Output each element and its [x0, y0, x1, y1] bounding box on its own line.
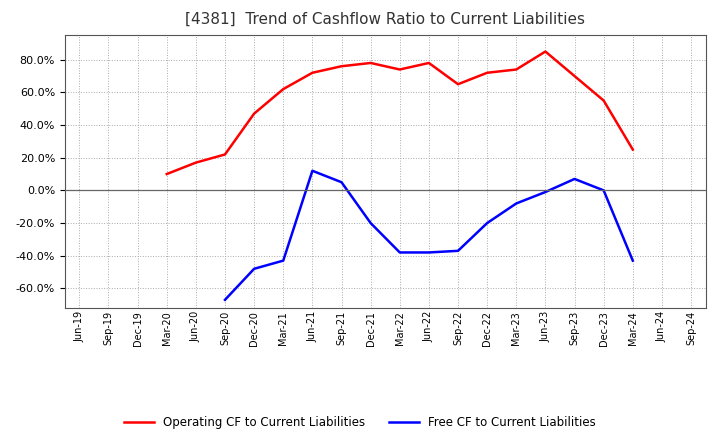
Free CF to Current Liabilities [483, 220, 492, 226]
Operating CF to Current Liabilities [337, 64, 346, 69]
Operating CF to Current Liabilities [599, 98, 608, 103]
Free CF to Current Liabilities [454, 248, 462, 253]
Operating CF to Current Liabilities [570, 73, 579, 79]
Operating CF to Current Liabilities [454, 81, 462, 87]
Free CF to Current Liabilities [629, 258, 637, 263]
Free CF to Current Liabilities [366, 220, 375, 226]
Free CF to Current Liabilities [570, 176, 579, 182]
Free CF to Current Liabilities [308, 168, 317, 173]
Operating CF to Current Liabilities [512, 67, 521, 72]
Free CF to Current Liabilities [512, 201, 521, 206]
Operating CF to Current Liabilities [279, 87, 287, 92]
Operating CF to Current Liabilities [250, 111, 258, 116]
Operating CF to Current Liabilities [366, 60, 375, 66]
Operating CF to Current Liabilities [425, 60, 433, 66]
Free CF to Current Liabilities [337, 180, 346, 185]
Operating CF to Current Liabilities [163, 172, 171, 177]
Legend: Operating CF to Current Liabilities, Free CF to Current Liabilities: Operating CF to Current Liabilities, Fre… [120, 412, 600, 434]
Free CF to Current Liabilities [279, 258, 287, 263]
Free CF to Current Liabilities [250, 266, 258, 271]
Operating CF to Current Liabilities [629, 147, 637, 152]
Free CF to Current Liabilities [220, 297, 229, 302]
Title: [4381]  Trend of Cashflow Ratio to Current Liabilities: [4381] Trend of Cashflow Ratio to Curren… [185, 12, 585, 27]
Operating CF to Current Liabilities [541, 49, 550, 54]
Free CF to Current Liabilities [425, 250, 433, 255]
Line: Operating CF to Current Liabilities: Operating CF to Current Liabilities [167, 51, 633, 174]
Operating CF to Current Liabilities [483, 70, 492, 75]
Operating CF to Current Liabilities [308, 70, 317, 75]
Operating CF to Current Liabilities [192, 160, 200, 165]
Operating CF to Current Liabilities [395, 67, 404, 72]
Free CF to Current Liabilities [541, 189, 550, 194]
Line: Free CF to Current Liabilities: Free CF to Current Liabilities [225, 171, 633, 300]
Operating CF to Current Liabilities [220, 152, 229, 157]
Free CF to Current Liabilities [395, 250, 404, 255]
Free CF to Current Liabilities [599, 188, 608, 193]
